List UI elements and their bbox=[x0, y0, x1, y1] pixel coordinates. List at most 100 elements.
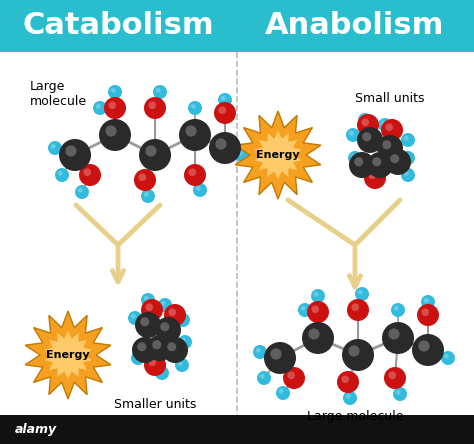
Circle shape bbox=[367, 152, 393, 178]
Circle shape bbox=[351, 154, 356, 159]
Circle shape bbox=[65, 145, 77, 157]
Circle shape bbox=[167, 342, 176, 351]
Circle shape bbox=[214, 102, 236, 124]
Circle shape bbox=[349, 131, 354, 136]
Circle shape bbox=[404, 154, 409, 159]
Circle shape bbox=[417, 304, 439, 326]
Circle shape bbox=[341, 375, 349, 383]
Text: alamy: alamy bbox=[15, 423, 57, 436]
Circle shape bbox=[270, 349, 282, 360]
Circle shape bbox=[196, 186, 201, 191]
Circle shape bbox=[147, 335, 173, 361]
Circle shape bbox=[144, 192, 149, 197]
Circle shape bbox=[215, 139, 227, 150]
Circle shape bbox=[385, 149, 411, 175]
Circle shape bbox=[311, 289, 325, 303]
Circle shape bbox=[347, 299, 369, 321]
Circle shape bbox=[178, 335, 192, 349]
Circle shape bbox=[253, 345, 267, 359]
Circle shape bbox=[287, 371, 295, 379]
Circle shape bbox=[179, 316, 184, 321]
Circle shape bbox=[346, 128, 360, 142]
Circle shape bbox=[148, 101, 156, 109]
Text: Smaller units: Smaller units bbox=[114, 398, 196, 411]
Text: Large
molecule: Large molecule bbox=[30, 80, 87, 108]
Circle shape bbox=[144, 296, 149, 301]
Circle shape bbox=[148, 358, 156, 366]
Circle shape bbox=[390, 154, 399, 163]
Circle shape bbox=[162, 337, 188, 363]
Circle shape bbox=[357, 127, 383, 153]
Text: Large molecule: Large molecule bbox=[307, 410, 403, 423]
Circle shape bbox=[219, 107, 226, 114]
Circle shape bbox=[132, 337, 158, 363]
Circle shape bbox=[93, 101, 107, 115]
Circle shape bbox=[185, 125, 197, 137]
Circle shape bbox=[109, 101, 116, 109]
Circle shape bbox=[161, 301, 166, 306]
Circle shape bbox=[221, 96, 226, 101]
Circle shape bbox=[373, 176, 378, 181]
Circle shape bbox=[135, 312, 161, 338]
Circle shape bbox=[138, 174, 146, 181]
Circle shape bbox=[104, 97, 126, 119]
Circle shape bbox=[131, 314, 136, 319]
Circle shape bbox=[178, 361, 182, 366]
Circle shape bbox=[238, 151, 243, 156]
Circle shape bbox=[146, 145, 156, 157]
Circle shape bbox=[307, 301, 329, 323]
Circle shape bbox=[99, 119, 131, 151]
Circle shape bbox=[385, 123, 393, 131]
Circle shape bbox=[381, 119, 403, 141]
Circle shape bbox=[401, 168, 415, 182]
Bar bbox=[0, 415, 474, 444]
Circle shape bbox=[421, 309, 429, 316]
Circle shape bbox=[337, 371, 359, 393]
Circle shape bbox=[164, 304, 186, 326]
Circle shape bbox=[444, 354, 449, 359]
Circle shape bbox=[348, 345, 360, 357]
Circle shape bbox=[396, 390, 401, 395]
Circle shape bbox=[302, 322, 334, 354]
Text: Energy: Energy bbox=[46, 350, 90, 360]
Circle shape bbox=[368, 171, 376, 179]
Circle shape bbox=[298, 303, 312, 317]
Text: Catabolism: Catabolism bbox=[22, 12, 214, 40]
Circle shape bbox=[137, 342, 146, 351]
Circle shape bbox=[51, 144, 56, 149]
Circle shape bbox=[301, 306, 306, 311]
Circle shape bbox=[370, 173, 384, 187]
Circle shape bbox=[283, 367, 305, 389]
Circle shape bbox=[388, 371, 396, 379]
Circle shape bbox=[419, 341, 429, 352]
Circle shape bbox=[357, 114, 379, 136]
Circle shape bbox=[381, 121, 386, 126]
Circle shape bbox=[105, 125, 117, 137]
Circle shape bbox=[191, 104, 196, 109]
Circle shape bbox=[401, 133, 415, 147]
Circle shape bbox=[346, 394, 351, 399]
Circle shape bbox=[260, 374, 264, 379]
Circle shape bbox=[158, 369, 163, 374]
Polygon shape bbox=[45, 331, 91, 379]
Polygon shape bbox=[25, 311, 111, 399]
Circle shape bbox=[384, 367, 406, 389]
Circle shape bbox=[184, 164, 206, 186]
Circle shape bbox=[141, 299, 163, 321]
Circle shape bbox=[349, 152, 375, 178]
Circle shape bbox=[134, 354, 139, 359]
Circle shape bbox=[343, 391, 357, 405]
Circle shape bbox=[388, 329, 400, 340]
Circle shape bbox=[342, 339, 374, 371]
Circle shape bbox=[155, 317, 181, 343]
Circle shape bbox=[160, 322, 169, 331]
Circle shape bbox=[378, 118, 392, 132]
Circle shape bbox=[153, 85, 167, 99]
Circle shape bbox=[168, 309, 176, 316]
Text: Energy: Energy bbox=[256, 150, 300, 160]
Circle shape bbox=[421, 295, 435, 309]
Circle shape bbox=[146, 303, 153, 311]
Circle shape bbox=[314, 292, 319, 297]
Circle shape bbox=[382, 322, 414, 354]
Circle shape bbox=[111, 88, 116, 93]
